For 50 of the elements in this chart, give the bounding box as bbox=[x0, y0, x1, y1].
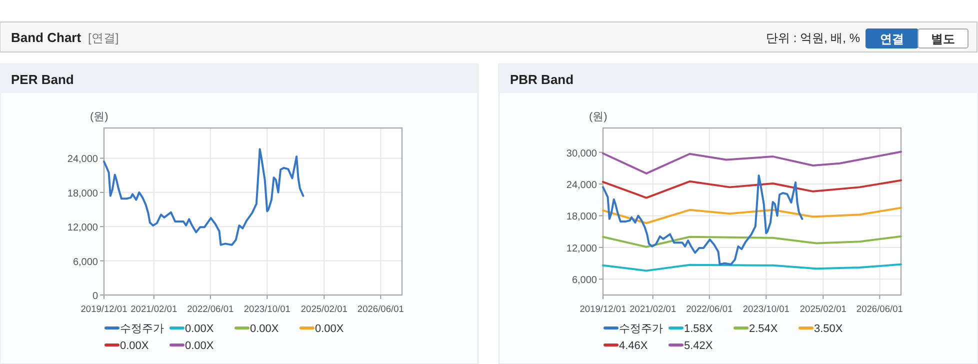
y-tick-label: 24,000 bbox=[67, 154, 98, 166]
line-series bbox=[103, 148, 304, 246]
line-series bbox=[602, 179, 902, 199]
y-tick-label: 30,000 bbox=[566, 148, 598, 160]
x-tick-label: 2019/12/01 bbox=[580, 304, 626, 314]
x-tick-label: 2026/06/01 bbox=[856, 304, 903, 314]
y-tick-label: 18,000 bbox=[566, 212, 598, 223]
y-tick-label: 6,000 bbox=[572, 275, 598, 286]
legend-label: 5.42X bbox=[684, 340, 714, 352]
x-tick-label: 2025/02/01 bbox=[800, 304, 846, 314]
text: 별도 bbox=[931, 32, 955, 46]
chart-title: PBR Band bbox=[510, 72, 574, 87]
text: 단위 : 억원, 배, % bbox=[766, 31, 860, 45]
y-tick-label: 12,000 bbox=[67, 222, 98, 234]
y-axis-title: (원) bbox=[589, 111, 608, 123]
y-tick-label: 6,000 bbox=[72, 256, 98, 268]
x-tick-label: 2026/06/01 bbox=[357, 304, 404, 314]
legend-label: 수정주가 bbox=[619, 323, 663, 335]
x-tick-label: 2023/10/01 bbox=[742, 304, 790, 314]
y-tick-label: 18,000 bbox=[67, 188, 98, 200]
chart-title: PER Band bbox=[11, 72, 74, 87]
x-tick-label: 2023/10/01 bbox=[244, 304, 290, 314]
x-tick-label: 2022/06/01 bbox=[187, 304, 234, 314]
line-series bbox=[602, 263, 902, 272]
line-series bbox=[602, 174, 804, 266]
y-tick-label: 12,000 bbox=[566, 243, 598, 254]
line-series bbox=[602, 206, 902, 224]
legend-label: 0.00X bbox=[120, 340, 150, 352]
x-tick-label: 2021/02/01 bbox=[130, 304, 178, 314]
y-tick-label: 0 bbox=[92, 291, 98, 302]
legend-label: 0.00X bbox=[185, 323, 214, 335]
legend-label: 4.46X bbox=[619, 340, 648, 352]
x-tick-label: 2025/02/01 bbox=[300, 304, 348, 314]
y-tick-label: 24,000 bbox=[566, 180, 598, 192]
x-tick-label: 2019/12/01 bbox=[80, 304, 128, 314]
line-series bbox=[602, 150, 902, 174]
legend-label: 0.00X bbox=[185, 340, 214, 352]
legend-label: 3.50X bbox=[814, 323, 844, 335]
y-axis-title: (원) bbox=[90, 111, 108, 123]
text: 연결 bbox=[880, 32, 904, 46]
text: Band Chart bbox=[11, 30, 82, 45]
x-tick-label: 2021/02/01 bbox=[630, 304, 676, 314]
legend-label: 0.00X bbox=[250, 323, 280, 335]
text: [연결] bbox=[88, 31, 119, 45]
x-tick-label: 2022/06/01 bbox=[686, 304, 733, 314]
legend-label: 0.00X bbox=[315, 323, 344, 335]
legend-label: 수정주가 bbox=[120, 323, 164, 335]
legend-label: 2.54X bbox=[749, 323, 778, 335]
legend-label: 1.58X bbox=[684, 323, 714, 335]
line-series bbox=[602, 235, 902, 248]
